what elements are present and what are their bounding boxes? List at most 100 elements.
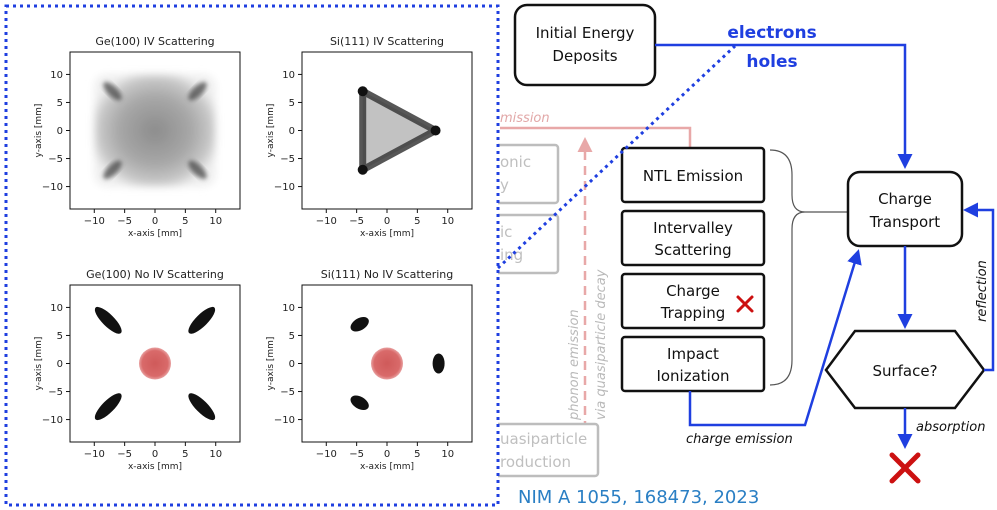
holes-label: holes (746, 52, 797, 72)
plot-panel-2: −10 −10 −5 −5 0 0 5 5 10 10 Si(111) IV Scattering x… (266, 35, 473, 239)
y-tick-label: −10 (42, 182, 63, 193)
ghost-box-3-line2: roduction (500, 453, 571, 471)
plot-title-2: Si(111) IV Scattering (330, 35, 444, 48)
si-triangle-edge (359, 87, 440, 174)
zoom-dotted-line (496, 44, 737, 270)
plot-points-2 (357, 86, 441, 175)
y-tick-label: 0 (57, 359, 63, 370)
x-tick-label: 0 (384, 216, 390, 227)
x-tick-label: 10 (441, 449, 454, 460)
ge-valley-2 (188, 306, 216, 334)
x-tick-label: −10 (84, 216, 105, 227)
y-axis-label: y-axis [mm] (266, 337, 276, 391)
ge-initial-spot (139, 347, 171, 380)
y-axis-label: y-axis [mm] (34, 337, 44, 391)
impact-ionization-line2: Ionization (656, 367, 729, 385)
ghost-box-3-line1: uasiparticle (500, 430, 587, 448)
y-tick-label: 5 (289, 98, 295, 109)
impact-ionization-box (620, 335, 766, 393)
ghost-box-2-line2: ing (500, 246, 523, 264)
charge-trapping-line1: Charge (666, 282, 720, 300)
reflection-label: reflection (975, 260, 990, 322)
plot-points-1 (94, 74, 216, 187)
si-initial-spot (371, 347, 403, 380)
absorption-label: absorption (916, 420, 985, 435)
x-tick-label: −5 (349, 216, 364, 227)
x-tick-label: 0 (384, 449, 390, 460)
plots-dotted-border (4, 4, 500, 507)
ghost-box-2-line1: ic (500, 223, 512, 241)
x-tick-label: −10 (84, 449, 105, 460)
si-corner-3 (357, 164, 368, 175)
charge-emission-label: charge emission (686, 432, 793, 447)
si-corner-1 (357, 86, 368, 97)
x-tick-label: −5 (117, 449, 132, 460)
x-tick-label: −10 (316, 216, 337, 227)
plot-panel-1: −10 −10 −5 −5 0 0 5 5 10 10 Ge(100) IV Scattering x… (34, 35, 241, 239)
plot-title-3: Ge(100) No IV Scattering (86, 268, 224, 281)
emission-fragment-label: mission (500, 111, 550, 126)
y-tick-label: 10 (282, 303, 295, 314)
x-tick-label: 10 (441, 216, 454, 227)
si-valley-2 (432, 353, 445, 374)
y-tick-label: −10 (274, 182, 295, 193)
x-tick-label: 10 (209, 216, 222, 227)
ge-valley-3 (94, 393, 122, 421)
ge-valley-1 (94, 306, 122, 334)
y-tick-label: 10 (50, 303, 63, 314)
y-tick-label: −5 (48, 387, 63, 398)
initial-energy-line2: Deposits (552, 47, 617, 65)
charge-transport-line2: Transport (869, 213, 941, 231)
y-tick-label: 0 (289, 126, 295, 137)
si-valley-1 (350, 317, 369, 332)
plot-title-1: Ge(100) IV Scattering (95, 35, 214, 48)
phonon-emission-label: phonon emission (567, 309, 582, 421)
y-tick-label: −5 (48, 154, 63, 165)
electrons-label: electrons (727, 23, 816, 43)
x-tick-label: 0 (152, 216, 158, 227)
plots-panel-bg (6, 6, 498, 505)
plot-panel-3: −10 −10 −5 −5 0 0 5 5 10 10 Ge(100) No IV Scatteri… (34, 268, 241, 472)
x-axis-label: x-axis [mm] (360, 462, 414, 472)
y-tick-label: −10 (42, 415, 63, 426)
absorbed-cross-icon (889, 452, 921, 484)
si-corner-2 (430, 125, 441, 136)
deposit-to-transport-arrow (655, 43, 913, 169)
charge-transport-line1: Charge (878, 190, 932, 208)
ge-lobe-3 (103, 160, 122, 179)
x-tick-label: 5 (414, 449, 420, 460)
flow-diagram: Initial Energy Deposits electrons holes … (513, 3, 995, 484)
y-tick-label: 0 (289, 359, 295, 370)
plots-grid: −10 −10 −5 −5 0 0 5 5 10 10 Ge(100) IV Scattering x… (34, 35, 473, 472)
y-tick-label: 0 (57, 126, 63, 137)
x-tick-label: −5 (117, 216, 132, 227)
ge-lobe-2 (188, 82, 207, 101)
impact-ionization-line1: Impact (667, 345, 719, 363)
initial-energy-box (513, 3, 657, 87)
ge-valley-4 (188, 393, 216, 421)
ntl-emission-box (620, 146, 766, 204)
charge-emission-arrow (688, 249, 862, 427)
quasiparticle-decay-label: via quasiparticle decay (594, 269, 609, 420)
intervalley-line1: Intervalley (653, 219, 733, 237)
ge-lobe-4 (188, 160, 207, 179)
process-brace (769, 149, 848, 386)
x-tick-label: 5 (182, 216, 188, 227)
si-valley-3 (350, 395, 369, 410)
x-tick-label: 0 (152, 449, 158, 460)
citation-text: NIM A 1055, 168473, 2023 (518, 487, 759, 508)
y-axis-label: y-axis [mm] (34, 104, 44, 158)
si-triangle-fill (362, 91, 436, 170)
surface-label: Surface? (872, 362, 937, 380)
y-tick-label: 5 (289, 331, 295, 342)
x-tick-label: 10 (209, 449, 222, 460)
x-axis-label: x-axis [mm] (360, 229, 414, 239)
ntl-emission-label: NTL Emission (643, 167, 743, 185)
plot-panel-4: −10 −10 −5 −5 0 0 5 5 10 10 Si(111) No IV Scatteri… (266, 268, 473, 472)
x-tick-label: −10 (316, 449, 337, 460)
y-tick-label: 5 (57, 331, 63, 342)
plot-title-4: Si(111) No IV Scattering (321, 268, 454, 281)
y-tick-label: −5 (280, 387, 295, 398)
initial-energy-line1: Initial Energy (536, 24, 635, 42)
charge-trapping-box (620, 272, 766, 330)
